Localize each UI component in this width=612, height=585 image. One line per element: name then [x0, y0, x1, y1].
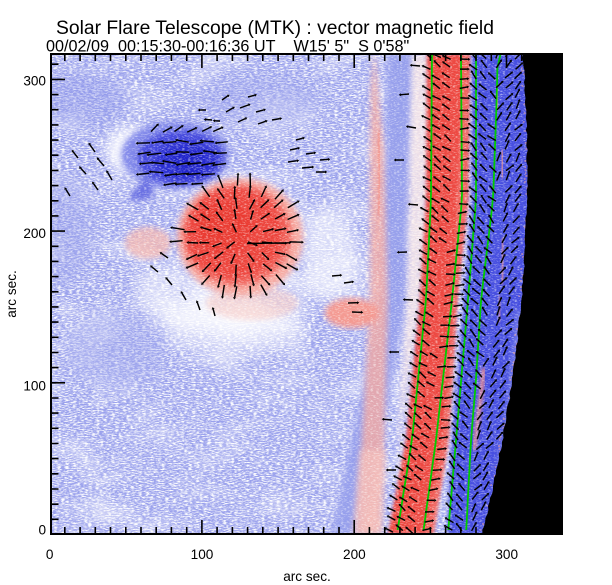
- svg-text:100: 100: [23, 379, 46, 394]
- svg-text:Solar Flare Telescope (MTK) :: Solar Flare Telescope (MTK) : vector mag…: [56, 18, 494, 39]
- svg-text:arc sec.: arc sec.: [4, 270, 19, 318]
- svg-text:300: 300: [23, 74, 46, 89]
- svg-text:200: 200: [343, 547, 366, 562]
- svg-text:0: 0: [46, 547, 54, 562]
- svg-text:arc sec.: arc sec.: [283, 569, 331, 584]
- svg-text:0: 0: [38, 523, 46, 538]
- svg-text:00/02/09 00:15:30-00:16:36 UT: 00/02/09 00:15:30-00:16:36 UT W15' 5" S …: [46, 38, 409, 56]
- svg-text:200: 200: [23, 226, 46, 241]
- svg-text:300: 300: [495, 547, 518, 562]
- svg-text:100: 100: [191, 547, 214, 562]
